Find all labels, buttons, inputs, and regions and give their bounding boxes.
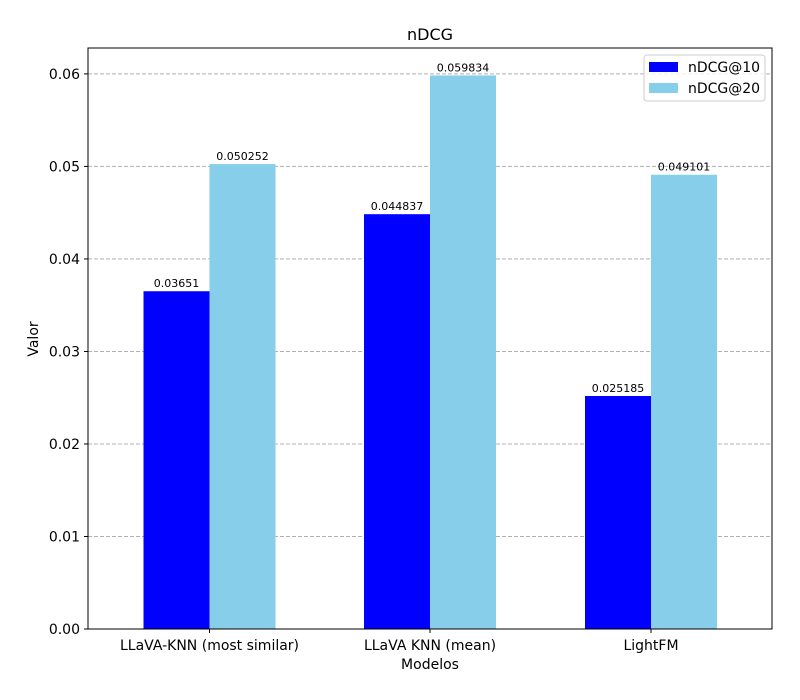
bar-nDCG20-0 [209,164,276,629]
bar-nDCG20-2 [651,174,717,630]
data-label: 0.049101 [658,161,711,174]
bar-nDCG10-0 [143,291,210,629]
data-labels-group: 0.03651 0.044837 0.025185 0.050252 0.059834 0… [154,61,711,395]
legend-label-ndcg20: nDCG@20 [688,81,760,97]
data-label: 0.03651 [154,277,200,290]
x-axis: LLaVA-KNN (most similar) LLaVA KNN (mean)… [120,629,679,654]
data-label: 0.059834 [437,61,490,74]
y-tick-label: 0.05 [49,159,80,175]
bars-group [143,75,717,630]
x-axis-title: Modelos [401,657,459,673]
y-axis-title: Valor [26,321,42,357]
bar-nDCG10-1 [364,214,430,630]
bar-nDCG10-2 [585,395,651,629]
x-tick-label: LightFM [623,638,678,654]
legend: nDCG@10 nDCG@20 [643,54,766,102]
legend-swatch-ndcg10 [649,62,678,72]
data-label: 0.025185 [592,382,645,395]
y-tick-label: 0.01 [49,529,80,545]
chart-title: nDCG [407,25,453,44]
data-label: 0.044837 [371,200,424,213]
y-axis: 0.00 0.01 0.02 0.03 0.04 0.05 0.06 [49,67,88,638]
y-tick-label: 0.06 [49,67,80,83]
y-tick-label: 0.00 [49,622,80,638]
y-tick-label: 0.04 [49,252,80,268]
x-tick-label: LLaVA-KNN (most similar) [120,638,299,654]
legend-label-ndcg10: nDCG@10 [688,60,760,76]
bar-nDCG20-1 [430,75,496,629]
y-tick-label: 0.03 [49,344,80,360]
x-tick-label: LLaVA KNN (mean) [364,638,496,654]
legend-swatch-ndcg20 [649,83,678,93]
y-tick-label: 0.02 [49,437,80,453]
data-label: 0.050252 [216,150,269,163]
